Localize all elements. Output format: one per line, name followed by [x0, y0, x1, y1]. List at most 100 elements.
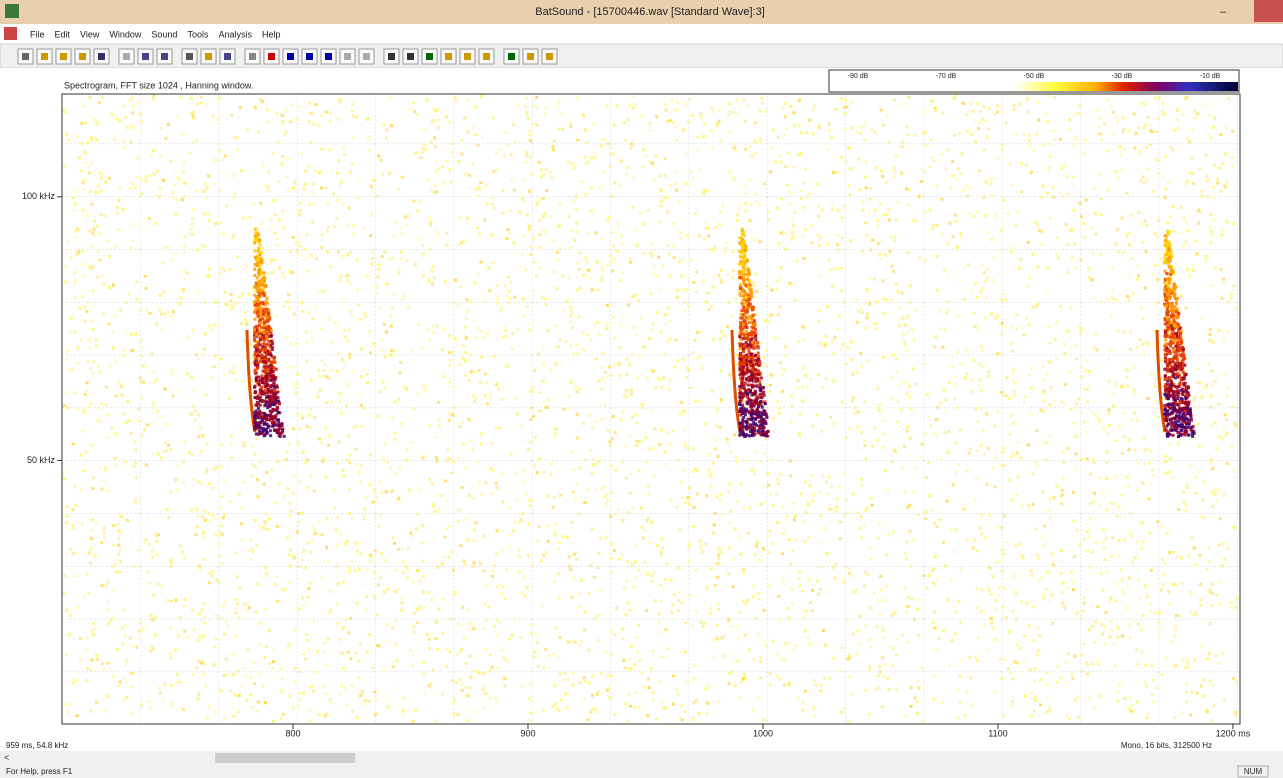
noise-speck: [753, 139, 757, 143]
noise-speck: [375, 285, 379, 289]
noise-speck: [750, 468, 754, 472]
noise-speck: [544, 106, 548, 110]
noise-speck: [623, 666, 627, 670]
noise-speck: [135, 280, 139, 284]
noise-speck: [657, 680, 661, 684]
noise-speck: [1128, 485, 1132, 489]
noise-speck: [516, 327, 520, 331]
noise-speck: [628, 103, 632, 107]
noise-speck: [298, 670, 302, 674]
noise-speck: [76, 346, 80, 350]
noise-speck: [459, 650, 463, 654]
menu-item[interactable]: Help: [262, 29, 281, 39]
noise-speck: [452, 712, 456, 716]
noise-speck: [98, 370, 102, 374]
noise-speck: [1123, 147, 1127, 151]
noise-speck: [447, 411, 451, 415]
noise-speck: [252, 661, 256, 665]
noise-speck: [448, 457, 452, 461]
noise-speck: [460, 138, 464, 142]
noise-speck: [1031, 305, 1035, 309]
noise-speck: [716, 455, 720, 459]
noise-speck: [1028, 133, 1032, 137]
noise-speck: [1127, 623, 1131, 627]
noise-speck: [495, 528, 499, 532]
noise-speck: [346, 434, 350, 438]
menu-item[interactable]: View: [80, 29, 100, 39]
noise-speck: [282, 226, 286, 230]
noise-speck: [1155, 377, 1159, 381]
noise-speck: [285, 175, 289, 179]
noise-speck: [355, 601, 359, 605]
noise-speck: [853, 406, 857, 410]
noise-speck: [1145, 447, 1149, 451]
noise-speck: [869, 606, 873, 610]
noise-speck: [484, 184, 488, 188]
noise-speck: [994, 316, 998, 320]
noise-speck: [798, 413, 802, 417]
noise-speck: [534, 435, 538, 439]
noise-speck: [160, 326, 164, 330]
noise-speck: [1002, 514, 1006, 518]
noise-speck: [1223, 152, 1227, 156]
menu-item[interactable]: Window: [109, 29, 142, 39]
noise-speck: [94, 652, 98, 656]
noise-speck: [1124, 368, 1128, 372]
noise-speck: [908, 436, 912, 440]
noise-speck: [1108, 597, 1112, 601]
noise-speck: [345, 404, 349, 408]
noise-speck: [400, 601, 404, 605]
noise-speck: [519, 635, 523, 639]
noise-speck: [646, 713, 650, 717]
noise-speck: [761, 355, 765, 359]
noise-speck: [79, 453, 83, 457]
noise-speck: [1181, 659, 1185, 663]
noise-speck: [1230, 405, 1234, 409]
noise-speck: [989, 620, 993, 624]
noise-speck: [349, 616, 353, 620]
noise-speck: [1193, 405, 1197, 409]
noise-speck: [1095, 348, 1099, 352]
menu-item[interactable]: Tools: [187, 29, 209, 39]
noise-speck: [702, 190, 706, 194]
noise-speck: [876, 387, 880, 391]
noise-speck: [755, 366, 759, 370]
noise-speck: [484, 648, 488, 652]
noise-speck: [202, 621, 206, 625]
noise-speck: [465, 686, 469, 690]
noise-speck: [92, 117, 96, 121]
noise-speck: [94, 555, 98, 559]
menu-item[interactable]: Analysis: [218, 29, 252, 39]
noise-speck: [476, 459, 480, 463]
noise-speck: [470, 373, 474, 377]
noise-speck: [270, 224, 274, 228]
close-button[interactable]: [1254, 0, 1283, 22]
noise-speck: [759, 656, 763, 660]
menu-item[interactable]: Sound: [151, 29, 177, 39]
menu-item[interactable]: Edit: [55, 29, 71, 39]
noise-speck: [1233, 422, 1237, 426]
noise-speck: [987, 588, 991, 592]
noise-speck: [489, 467, 493, 471]
noise-speck: [338, 637, 342, 641]
noise-speck: [192, 478, 196, 482]
noise-speck: [386, 460, 390, 464]
noise-speck: [1227, 97, 1231, 101]
noise-speck: [483, 602, 487, 606]
noise-speck: [366, 381, 370, 385]
noise-speck: [125, 695, 129, 699]
noise-speck: [406, 568, 410, 572]
noise-speck: [676, 289, 680, 293]
noise-speck: [1011, 371, 1015, 375]
noise-speck: [797, 340, 801, 344]
menu-item[interactable]: File: [30, 29, 45, 39]
noise-speck: [1178, 614, 1182, 618]
noise-speck: [337, 440, 341, 444]
noise-speck: [1218, 166, 1222, 170]
noise-speck: [190, 375, 194, 379]
noise-speck: [287, 307, 291, 311]
noise-speck: [682, 428, 686, 432]
minimize[interactable]: –: [1220, 6, 1227, 18]
noise-speck: [695, 148, 699, 152]
noise-speck: [213, 533, 217, 537]
